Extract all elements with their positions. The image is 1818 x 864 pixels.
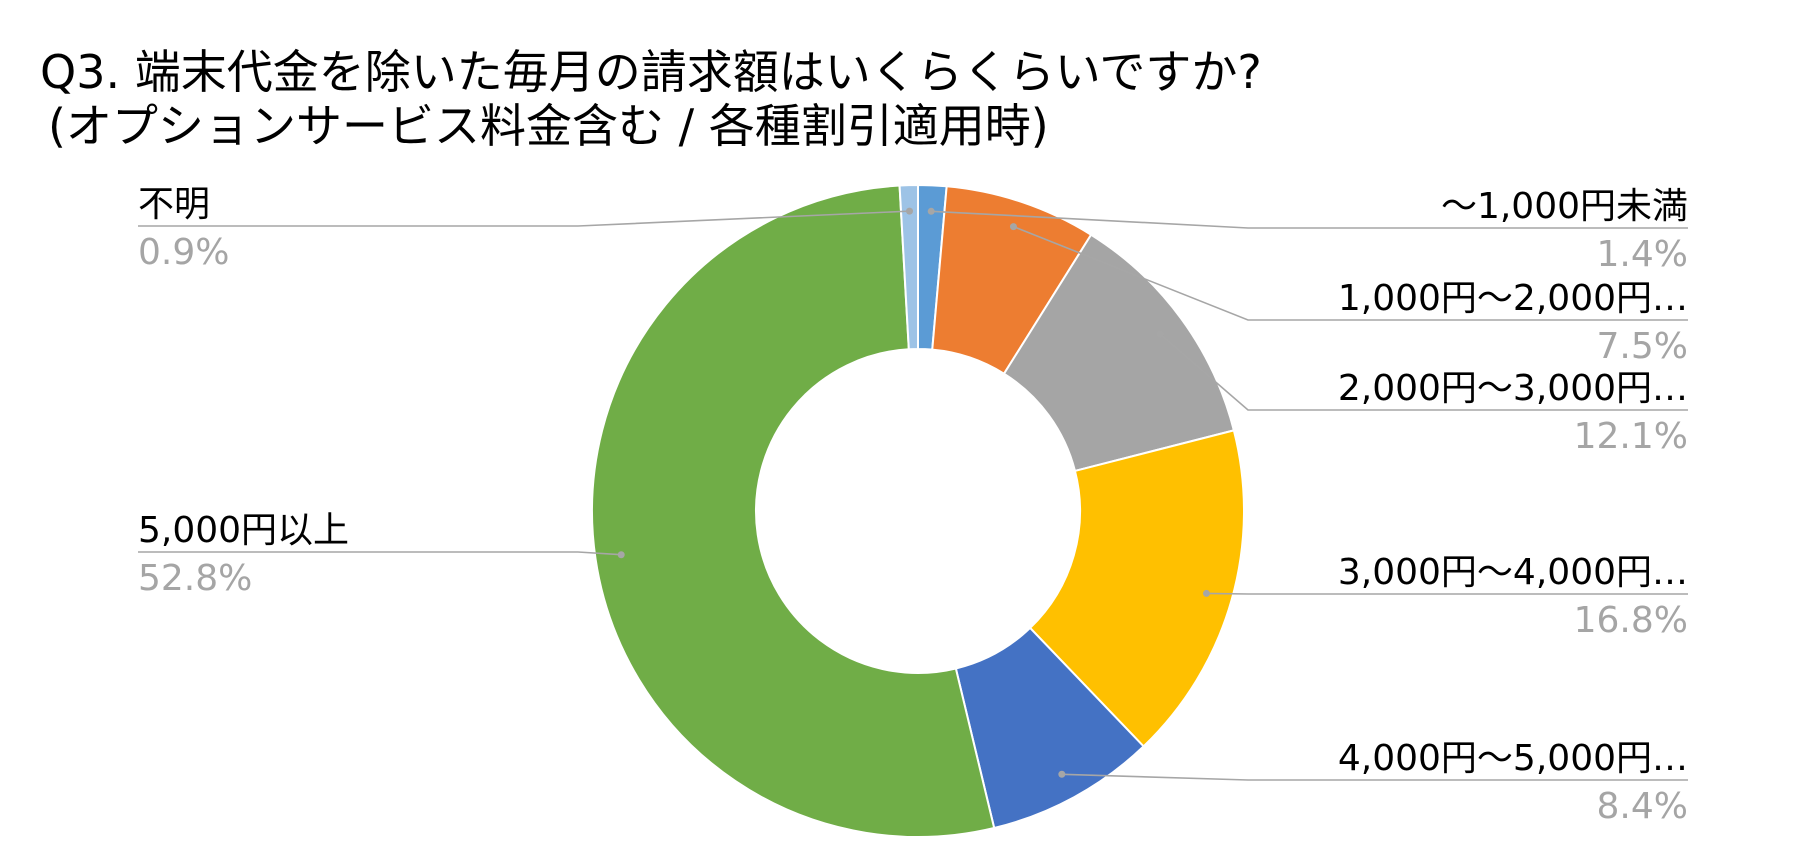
donut-slice-2	[1002, 233, 1236, 473]
slice-value-3: 16.8%	[1574, 600, 1688, 641]
donut-slice-3	[1028, 429, 1245, 748]
slice-value-0: 1.4%	[1597, 234, 1688, 275]
slice-label-6: 不明	[138, 184, 210, 225]
leader-line-5	[138, 551, 622, 556]
leader-line-6	[138, 210, 910, 227]
slice-value-2: 12.1%	[1574, 416, 1688, 457]
leader-line-4	[1061, 773, 1688, 781]
chart-title-line-1: Q3. 端末代金を除いた毎月の請求額はいくらくらいですか?	[40, 45, 1262, 99]
slice-value-6: 0.9%	[138, 232, 229, 273]
slice-label-4: 4,000円〜5,000円…	[1338, 738, 1688, 779]
slice-value-5: 52.8%	[138, 558, 252, 599]
leader-line-1	[1013, 225, 1688, 321]
slice-label-3: 3,000円〜4,000円…	[1338, 552, 1688, 593]
slice-value-4: 8.4%	[1597, 786, 1688, 827]
leader-line-2	[1159, 333, 1688, 411]
leader-line-3	[1206, 592, 1688, 595]
slice-value-1: 7.5%	[1597, 326, 1688, 367]
slice-label-1: 1,000円〜2,000円…	[1338, 278, 1688, 319]
leader-line-0	[931, 210, 1688, 229]
donut-slice-6	[898, 183, 919, 351]
slice-label-5: 5,000円以上	[138, 510, 349, 551]
chart-title-line-2: (オプションサービス料金含む / 各種割引適用時)	[48, 99, 1049, 153]
slice-label-0: 〜1,000円未満	[1441, 186, 1688, 227]
slice-label-2: 2,000円〜3,000円…	[1338, 368, 1688, 409]
